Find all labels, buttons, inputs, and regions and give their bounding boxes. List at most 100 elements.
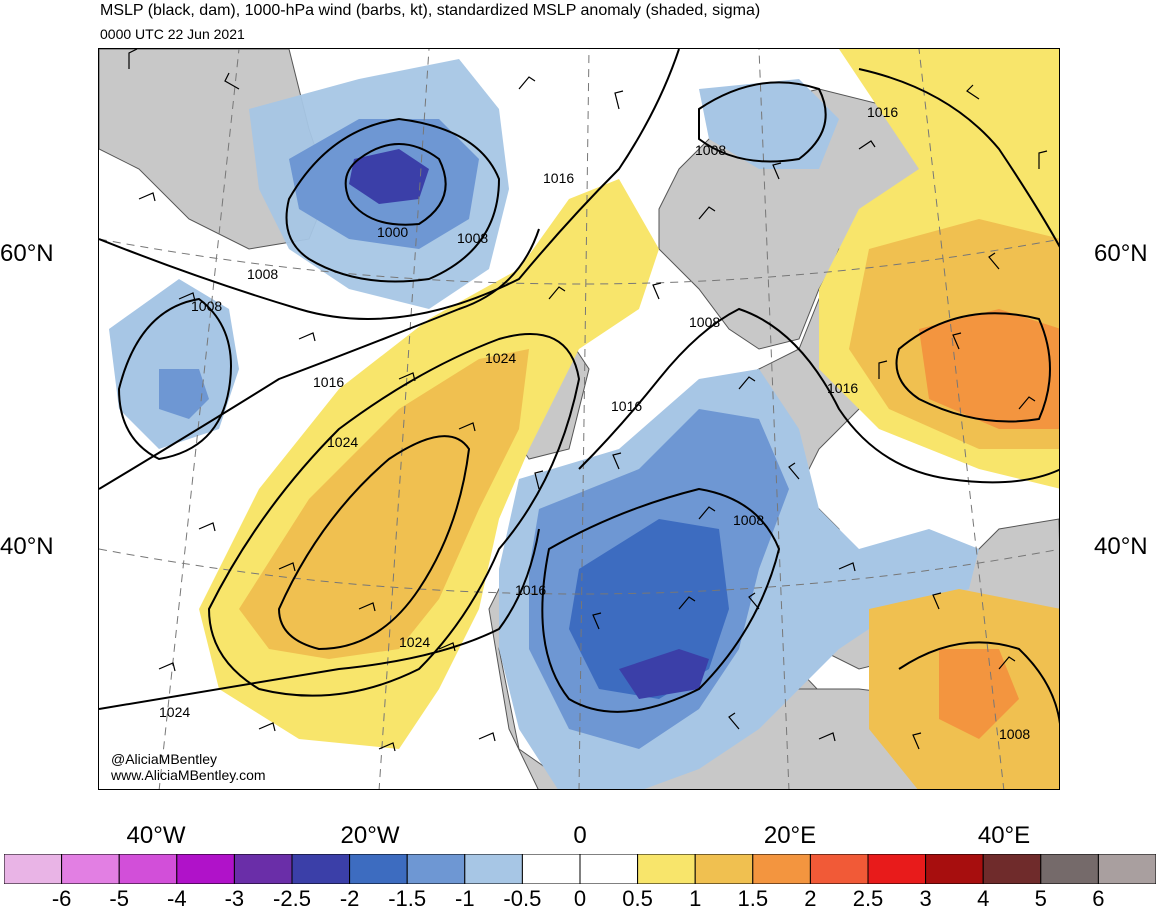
- contour-label: 1024: [327, 434, 358, 450]
- contour-label: 1008: [457, 230, 488, 246]
- colorbar-swatch: [291, 854, 351, 884]
- lon-label: 0: [573, 822, 587, 849]
- lon-label: 20°E: [763, 822, 817, 849]
- colorbar-tick-label: -0.5: [503, 886, 542, 911]
- lon-label: 20°W: [340, 822, 400, 849]
- colorbar-tick-label: -4: [167, 886, 187, 911]
- lon-label: 40°W: [126, 822, 186, 849]
- colorbar-swatch: [61, 854, 120, 884]
- anomaly-norway: [699, 79, 839, 169]
- contour-label: 1016: [867, 104, 898, 120]
- colorbar-tick-label: 2: [804, 886, 817, 911]
- colorbar-tick-label: -2: [339, 886, 360, 911]
- colorbar-tick-label: -2.5: [273, 886, 311, 911]
- wind-barbs: [128, 49, 1048, 752]
- colorbar-swatch: [176, 854, 235, 884]
- positive-anomaly-shading: [199, 49, 1059, 789]
- colorbar-swatch: [521, 854, 581, 884]
- colorbar-tick-label: 6: [1092, 886, 1105, 911]
- colorbar-swatches: [4, 854, 1156, 884]
- isobar-1008-caspian: [898, 641, 1059, 725]
- colorbar-swatch: [637, 854, 696, 884]
- contour-label: 1008: [733, 512, 764, 528]
- colorbar-tick-label: -1.5: [388, 886, 427, 911]
- colorbar-swatch: [925, 854, 984, 884]
- contour-label: 1008: [999, 726, 1030, 742]
- colorbar-tick-label: 5: [1034, 886, 1047, 911]
- colorbar-tick-label: -6: [51, 886, 72, 911]
- isobar-1016-scandinavia: [578, 307, 1059, 484]
- colorbar-tick-label: 1: [689, 886, 702, 911]
- colorbar-tick-label: 0.5: [622, 886, 653, 911]
- colorbar-tick-label: 4: [977, 886, 990, 911]
- contour-label: 1008: [191, 298, 222, 314]
- colorbar-tick-label: -3: [224, 886, 245, 911]
- weather-map: 1016 1008 1000 1008 1008 1008 1016 1024 …: [98, 48, 1060, 790]
- anomaly-atlantic-high-mid: [239, 349, 529, 659]
- isobar-1008-europe: [541, 487, 781, 713]
- lat-label-40-left: 40°N: [0, 533, 54, 560]
- credit-website: www.AliciaMBentley.com: [111, 767, 266, 783]
- colorbar-tick-label: -5: [109, 886, 129, 911]
- contour-label: 1016: [515, 582, 546, 598]
- anomaly-russia-high-inner: [919, 309, 1059, 429]
- colorbar-swatch: [1040, 854, 1099, 884]
- isobar-1016-north: [99, 49, 680, 320]
- credit-handle: @AliciaMBentley: [111, 751, 218, 767]
- isobar-1016-atlantic: [99, 228, 540, 490]
- contour-label: 1000: [377, 224, 408, 240]
- colorbar-swatch: [4, 854, 63, 884]
- isobar-1024-outer: [207, 333, 581, 697]
- map-canvas: 1016 1008 1000 1008 1008 1008 1016 1024 …: [99, 49, 1059, 789]
- contour-label: 1008: [695, 142, 726, 158]
- colorbar-swatch: [809, 854, 869, 884]
- colorbar-tick-label: 1.5: [737, 886, 769, 911]
- contour-label: 1008: [247, 266, 278, 282]
- anomaly-iceland-low-core: [349, 149, 429, 204]
- mslp-contours: [99, 49, 1059, 725]
- contour-label: 1024: [399, 634, 430, 650]
- contour-label: 1008: [689, 314, 720, 330]
- isobar-1016-russia: [858, 68, 1059, 248]
- colorbar-swatch: [579, 854, 639, 884]
- colorbar-tick-label: 0: [573, 886, 587, 911]
- graticule: [99, 49, 1059, 789]
- colorbar-swatch: [752, 854, 811, 884]
- contour-label: 1016: [611, 398, 642, 414]
- colorbar-swatch: [118, 854, 178, 884]
- contour-label: 1016: [543, 170, 574, 186]
- contour-label: 1016: [313, 374, 344, 390]
- isobar-1024-south: [99, 528, 540, 710]
- contour-label: 1016: [827, 380, 858, 396]
- valid-time: 0000 UTC 22 Jun 2021: [100, 26, 245, 42]
- lat-label-60-left: 60°N: [0, 240, 54, 267]
- lon-label: 40°E: [977, 822, 1031, 849]
- anomaly-atlantic-low-outer: [109, 279, 239, 449]
- lat-label-40-right: 40°N: [1094, 533, 1148, 560]
- colorbar-swatch: [1097, 854, 1156, 884]
- colorbar-tick-label: -1: [455, 886, 475, 911]
- isobar-1008-atlantic: [117, 297, 232, 461]
- colorbar-swatch: [464, 854, 523, 884]
- contour-label: 1024: [485, 350, 516, 366]
- colorbar-tick-label: 2.5: [852, 886, 884, 911]
- isobar-1024-inner: [277, 435, 471, 651]
- isobar-1008-iceland: [285, 117, 501, 283]
- map-title: MSLP (black, dam), 1000-hPa wind (barbs,…: [100, 2, 761, 19]
- colorbar-swatch: [694, 854, 754, 884]
- colorbar-swatch: [233, 854, 293, 884]
- colorbar-swatch: [867, 854, 927, 884]
- isobar-1000-iceland: [344, 143, 447, 226]
- colorbar-swatch: [982, 854, 1042, 884]
- colorbar: [4, 854, 1156, 884]
- colorbar-tick-label: 3: [919, 886, 932, 911]
- colorbar-swatch: [406, 854, 466, 884]
- lat-label-60-right: 60°N: [1094, 240, 1148, 267]
- anomaly-mediterranean-core: [619, 649, 709, 699]
- isobar-1008-norway: [698, 81, 827, 163]
- contour-label: 1024: [159, 704, 190, 720]
- isobar-1016-russia-inner: [895, 312, 1051, 423]
- anomaly-caspian-high-inner: [939, 649, 1019, 739]
- contour-labels: 1016 1008 1000 1008 1008 1008 1016 1024 …: [159, 104, 1030, 742]
- anomaly-atlantic-low-mid: [159, 369, 209, 419]
